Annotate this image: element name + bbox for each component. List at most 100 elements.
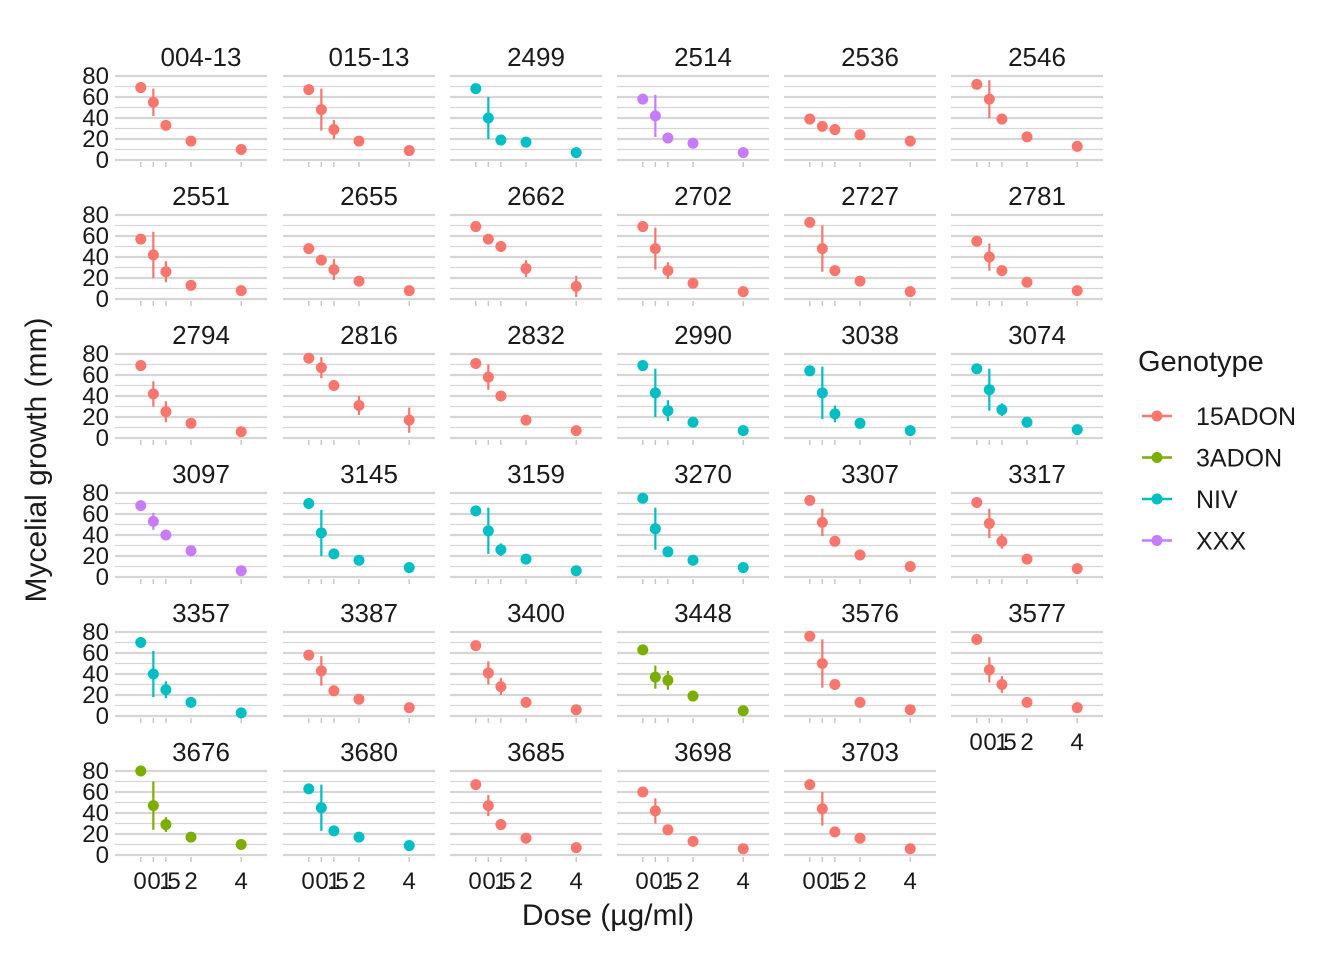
data-point (854, 696, 866, 708)
data-point (996, 404, 1008, 416)
y-tick-label: 40 (82, 244, 109, 271)
data-point (470, 640, 482, 652)
data-point (482, 371, 494, 383)
facet-strip-label: 3698 (674, 737, 732, 767)
data-point (649, 243, 661, 255)
data-point (904, 286, 916, 298)
facet-strip-label: 3307 (841, 459, 899, 489)
data-point (185, 417, 197, 429)
facet-panel-3680: 3680 0 0.51 2 4 (283, 737, 435, 895)
facet-panel-2816: 2816 (283, 320, 435, 445)
data-point (470, 357, 482, 369)
facet-strip-label: 004-13 (161, 42, 242, 72)
facet-strip-label: 3685 (507, 737, 565, 767)
x-tick-label: 1 (995, 729, 1008, 756)
facet-strip-label: 3448 (674, 598, 732, 628)
facet-panel-3387: 3387 (283, 598, 435, 723)
data-point (520, 263, 532, 275)
y-tick-label: 40 (82, 105, 109, 132)
facet-panel-2514: 2514 (617, 42, 769, 167)
data-point (662, 405, 674, 417)
y-tick-label: 40 (82, 800, 109, 827)
data-point (353, 275, 365, 287)
data-point (687, 277, 699, 289)
data-point (854, 832, 866, 844)
data-point (303, 783, 315, 795)
data-point (971, 78, 983, 90)
legend-key-point (1151, 410, 1163, 422)
data-point (185, 545, 197, 557)
y-tick-label: 40 (82, 383, 109, 410)
data-point (185, 135, 197, 147)
data-point (649, 387, 661, 399)
data-point (971, 633, 983, 645)
legend-item-3adon: 3ADON (1142, 445, 1282, 473)
data-point (135, 500, 147, 512)
data-point (637, 644, 649, 656)
x-tick-label: 4 (1071, 729, 1084, 756)
data-point (303, 243, 315, 255)
data-point (804, 113, 816, 125)
x-tick-label: 1 (661, 868, 674, 895)
facet-strip-label: 3577 (1008, 598, 1066, 628)
data-point (147, 388, 159, 400)
data-point (185, 279, 197, 291)
data-point (904, 425, 916, 437)
data-point (1021, 553, 1033, 565)
data-point (570, 425, 582, 437)
data-point (235, 144, 247, 155)
data-point (637, 93, 649, 105)
x-tick-label: 4 (570, 868, 583, 895)
facet-strip-label: 3038 (841, 320, 899, 350)
facet-panel-2546: 2546 (951, 42, 1103, 167)
y-tick-label: 20 (82, 543, 109, 570)
data-point (160, 406, 172, 418)
y-tick-label: 0 (96, 147, 109, 174)
facet-panel-3145: 3145 (283, 459, 435, 584)
data-point (470, 505, 482, 517)
data-point (816, 516, 828, 528)
data-point (470, 221, 482, 233)
data-point (687, 835, 699, 847)
data-point (996, 535, 1008, 547)
data-point (816, 120, 828, 132)
legend-key-point (1151, 452, 1163, 463)
data-point (904, 561, 916, 572)
data-point (1071, 285, 1083, 297)
data-point (520, 832, 532, 844)
facet-panel-3703: 3703 0 0.51 2 4 (784, 737, 936, 895)
data-point (983, 664, 995, 676)
data-point (687, 137, 699, 149)
legend-label: 15ADON (1196, 403, 1296, 431)
facet-panel-3159: 3159 (450, 459, 602, 584)
data-point (520, 136, 532, 148)
data-point (315, 802, 327, 814)
data-point (829, 408, 841, 420)
x-tick-label: 4 (904, 868, 917, 895)
facet-strip-label: 2990 (674, 320, 732, 350)
data-point (495, 544, 507, 556)
data-point (804, 216, 816, 228)
data-point (1021, 131, 1033, 143)
facet-strip-label: 2702 (674, 181, 732, 211)
data-point (235, 565, 247, 577)
facet-panel-2702: 2702 (617, 181, 769, 306)
facet-panel-3317: 3317 (951, 459, 1103, 584)
data-point (160, 529, 172, 541)
facet-strip-label: 3097 (172, 459, 230, 489)
data-point (403, 285, 415, 297)
facet-strip-label: 3074 (1008, 320, 1066, 350)
data-point (904, 704, 916, 716)
x-tick-label: 4 (235, 868, 248, 895)
data-point (303, 649, 315, 661)
data-point (829, 265, 841, 277)
data-point (235, 839, 247, 850)
y-tick-label: 60 (82, 640, 109, 667)
data-point (328, 685, 340, 697)
facet-panel-2832: 2832 (450, 320, 602, 445)
data-point (854, 275, 866, 287)
data-point (829, 124, 841, 136)
data-point (1071, 140, 1083, 152)
